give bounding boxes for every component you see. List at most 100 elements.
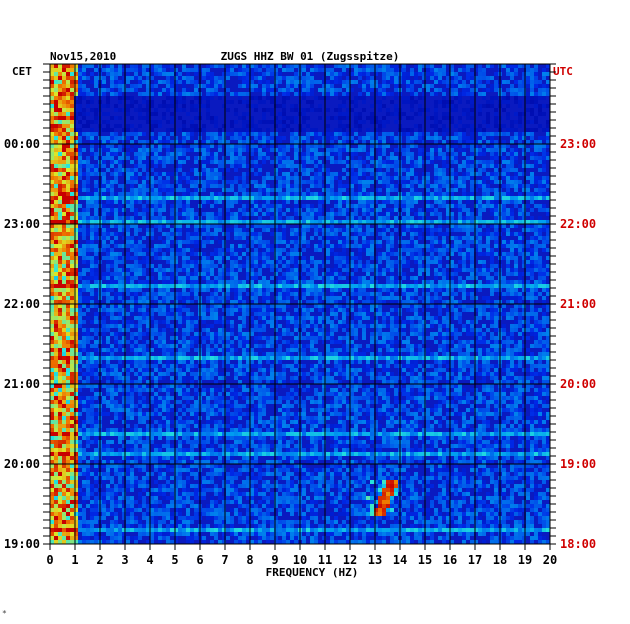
heatmap-cell: [530, 152, 534, 156]
heatmap-cell: [378, 92, 382, 96]
heatmap-cell: [474, 160, 478, 164]
heatmap-cell: [438, 176, 442, 180]
heatmap-cell: [238, 268, 242, 272]
heatmap-cell: [414, 160, 418, 164]
heatmap-cell: [134, 180, 138, 184]
heatmap-cell: [174, 260, 178, 264]
heatmap-cell: [450, 144, 454, 148]
heatmap-cell: [438, 100, 442, 104]
heatmap-cell: [338, 156, 342, 160]
heatmap-cell: [206, 100, 210, 104]
heatmap-cell: [522, 80, 526, 84]
heatmap-cell: [78, 268, 82, 272]
heatmap-cell: [370, 200, 374, 204]
heatmap-cell: [350, 216, 354, 220]
heatmap-cell: [126, 132, 130, 136]
heatmap-cell: [82, 72, 86, 76]
heatmap-cell: [154, 192, 158, 196]
heatmap-cell: [274, 156, 278, 160]
heatmap-cell: [154, 92, 158, 96]
heatmap-cell: [174, 108, 178, 112]
heatmap-cell: [102, 140, 106, 144]
heatmap-cell: [258, 72, 262, 76]
heatmap-cell: [542, 268, 546, 272]
heatmap-cell: [54, 252, 58, 256]
heatmap-cell: [318, 224, 322, 228]
heatmap-cell: [314, 220, 318, 224]
heatmap-cell: [62, 128, 66, 132]
heatmap-cell: [310, 280, 314, 284]
heatmap-cell: [458, 284, 462, 288]
heatmap-cell: [94, 276, 98, 280]
heatmap-cell: [174, 68, 178, 72]
heatmap-cell: [118, 200, 122, 204]
heatmap-cell: [514, 64, 518, 68]
heatmap-cell: [214, 172, 218, 176]
heatmap-cell: [50, 180, 54, 184]
heatmap-cell: [246, 148, 250, 152]
heatmap-cell: [494, 148, 498, 152]
heatmap-cell: [350, 108, 354, 112]
heatmap-cell: [526, 244, 530, 248]
heatmap-cell: [274, 172, 278, 176]
heatmap-cell: [438, 156, 442, 160]
heatmap-cell: [354, 160, 358, 164]
heatmap-cell: [330, 236, 334, 240]
heatmap-cell: [66, 100, 70, 104]
heatmap-cell: [282, 164, 286, 168]
heatmap-cell: [326, 68, 330, 72]
heatmap-cell: [150, 148, 154, 152]
heatmap-cell: [418, 284, 422, 288]
heatmap-cell: [450, 276, 454, 280]
heatmap-cell: [166, 80, 170, 84]
heatmap-cell: [134, 84, 138, 88]
heatmap-cell: [322, 200, 326, 204]
heatmap-cell: [414, 136, 418, 140]
heatmap-cell: [338, 80, 342, 84]
heatmap-cell: [530, 252, 534, 256]
heatmap-cell: [274, 208, 278, 212]
heatmap-cell: [110, 220, 114, 224]
heatmap-cell: [218, 256, 222, 260]
heatmap-cell: [454, 156, 458, 160]
heatmap-cell: [62, 156, 66, 160]
heatmap-cell: [394, 252, 398, 256]
heatmap-cell: [526, 192, 530, 196]
heatmap-cell: [226, 232, 230, 236]
heatmap-cell: [202, 96, 206, 100]
heatmap-cell: [310, 180, 314, 184]
heatmap-cell: [442, 156, 446, 160]
heatmap-cell: [182, 208, 186, 212]
heatmap-cell: [378, 88, 382, 92]
heatmap-cell: [366, 136, 370, 140]
heatmap-cell: [226, 200, 230, 204]
heatmap-cell: [178, 92, 182, 96]
heatmap-cell: [294, 264, 298, 268]
heatmap-cell: [446, 180, 450, 184]
heatmap-cell: [130, 184, 134, 188]
heatmap-cell: [286, 208, 290, 212]
heatmap-cell: [190, 196, 194, 200]
heatmap-cell: [282, 76, 286, 80]
heatmap-cell: [138, 268, 142, 272]
heatmap-cell: [126, 88, 130, 92]
heatmap-cell: [66, 228, 70, 232]
heatmap-cell: [74, 64, 78, 68]
heatmap-cell: [346, 92, 350, 96]
heatmap-cell: [542, 176, 546, 180]
heatmap-cell: [174, 72, 178, 76]
heatmap-cell: [454, 140, 458, 144]
heatmap-cell: [178, 212, 182, 216]
heatmap-cell: [338, 276, 342, 280]
heatmap-cell: [358, 280, 362, 284]
heatmap-cell: [374, 212, 378, 216]
heatmap-cell: [74, 184, 78, 188]
heatmap-cell: [494, 168, 498, 172]
heatmap-cell: [530, 112, 534, 116]
heatmap-cell: [62, 184, 66, 188]
heatmap-cell: [434, 208, 438, 212]
heatmap-cell: [90, 228, 94, 232]
heatmap-cell: [126, 176, 130, 180]
heatmap-cell: [490, 76, 494, 80]
heatmap-cell: [122, 168, 126, 172]
